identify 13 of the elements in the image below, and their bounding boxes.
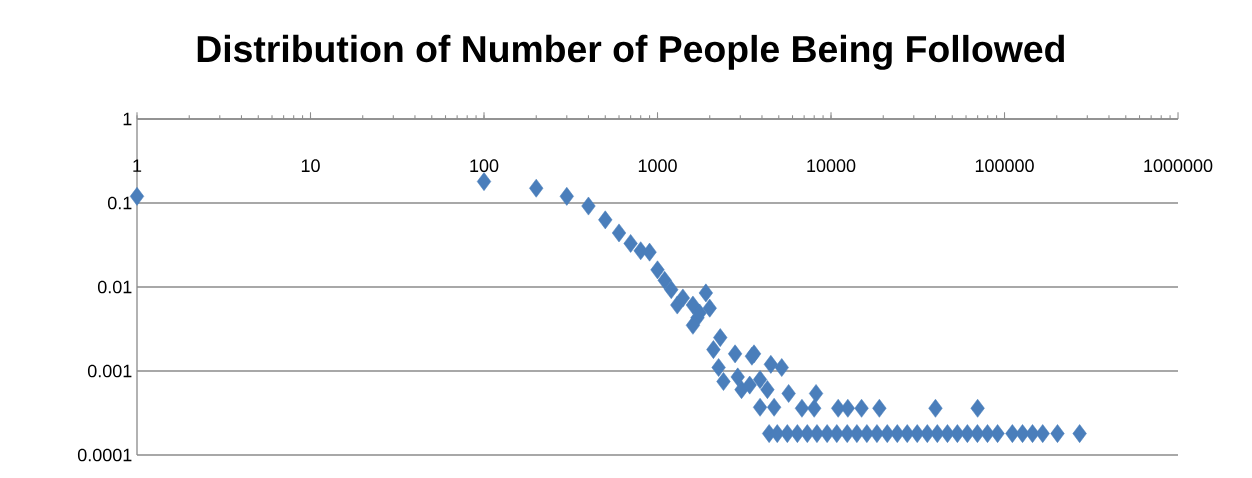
x-tick-label: 10000: [807, 159, 856, 173]
y-tick-label: 1: [123, 112, 132, 126]
x-tick-label: 1000: [638, 159, 677, 173]
y-tick-label: 0.1: [107, 196, 132, 210]
y-tick-label: 0.0001: [77, 448, 132, 462]
x-tick-label: 1000000: [1144, 159, 1213, 173]
chart-title: Distribution of Number of People Being Followed: [197, 34, 1064, 70]
x-tick-label: 1: [133, 159, 142, 172]
x-tick-label: 100: [470, 159, 499, 173]
y-tick-label: 0.001: [87, 364, 132, 378]
y-tick-label: 0.01: [97, 280, 132, 294]
x-tick-label: 100000: [975, 159, 1034, 173]
x-tick-label: 10: [301, 159, 320, 173]
